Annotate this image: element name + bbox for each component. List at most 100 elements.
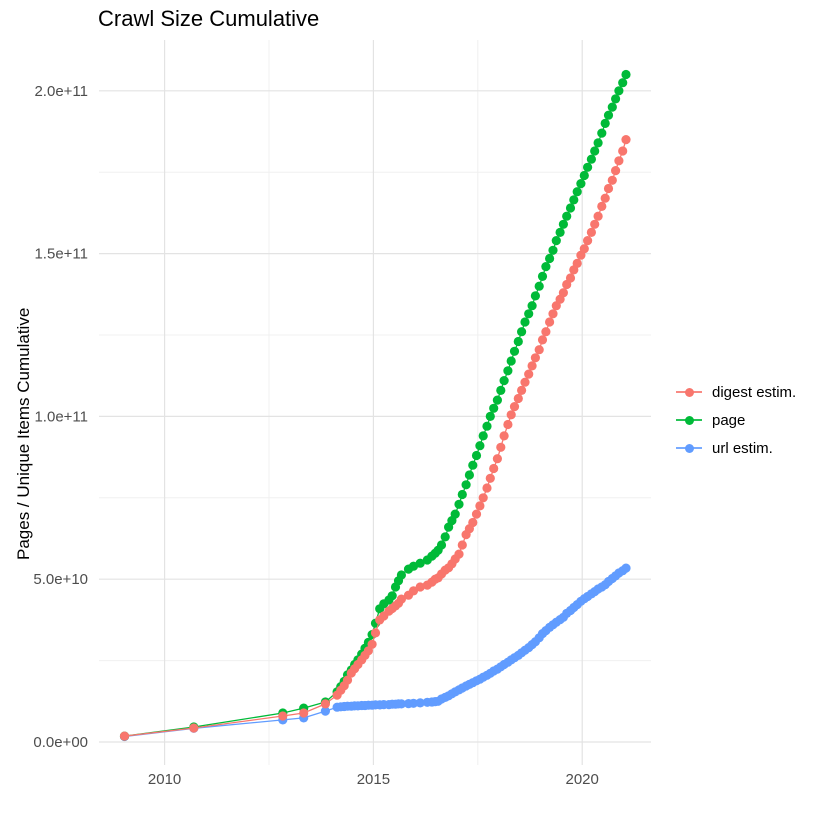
data-point	[370, 628, 381, 638]
data-point	[450, 509, 460, 519]
data-point	[537, 335, 548, 345]
data-point	[436, 540, 447, 550]
legend: digest estim. page url estim.	[676, 378, 796, 462]
data-point	[482, 421, 492, 431]
legend-item-digest-estim: digest estim.	[676, 378, 796, 406]
series-digest-estim	[119, 135, 631, 741]
data-point	[586, 227, 597, 237]
legend-label: url estim.	[712, 439, 773, 457]
data-point	[457, 489, 467, 500]
data-point	[464, 470, 474, 480]
data-point	[603, 110, 614, 120]
legend-key-dot	[685, 444, 694, 453]
data-point	[396, 570, 406, 580]
data-point	[387, 591, 397, 601]
data-point	[548, 245, 558, 255]
data-point	[468, 517, 478, 528]
chart-title: Crawl Size Cumulative	[98, 6, 320, 31]
data-point	[492, 454, 502, 464]
data-point	[593, 138, 603, 148]
data-point	[524, 369, 534, 379]
data-point	[454, 499, 464, 509]
legend-key-icon	[676, 413, 702, 427]
data-point	[586, 154, 597, 164]
legend-label: page	[712, 411, 746, 429]
data-point	[579, 170, 589, 181]
data-point	[579, 244, 589, 254]
data-point	[489, 463, 499, 474]
data-point	[440, 532, 450, 542]
data-point	[415, 558, 425, 568]
data-point	[576, 179, 586, 189]
data-point	[530, 353, 541, 363]
y-tick-label: 1.0e+11	[34, 408, 88, 425]
data-point	[496, 442, 506, 452]
legend-key-icon	[676, 385, 702, 399]
data-point	[513, 336, 523, 347]
data-point	[408, 586, 419, 596]
data-point	[558, 288, 569, 298]
data-point	[517, 385, 527, 395]
data-point	[524, 309, 534, 319]
data-point	[503, 419, 513, 430]
data-point	[457, 540, 467, 550]
data-point	[548, 309, 558, 319]
data-point	[597, 201, 607, 211]
data-point	[471, 509, 482, 519]
data-point	[503, 366, 513, 376]
data-point	[583, 236, 593, 246]
data-point	[468, 460, 478, 470]
data-point	[562, 211, 572, 221]
data-point	[119, 731, 130, 741]
series-line	[124, 567, 627, 738]
data-point	[517, 327, 527, 337]
series-page	[119, 69, 631, 741]
x-tick-label: 2010	[148, 771, 181, 788]
data-point	[603, 183, 614, 194]
data-point	[590, 219, 600, 229]
data-point	[485, 411, 495, 421]
data-point	[396, 594, 406, 604]
legend-item-url-estim: url estim.	[676, 434, 796, 462]
data-point	[614, 156, 624, 166]
data-point	[600, 118, 610, 128]
data-point	[593, 211, 603, 221]
data-point	[342, 675, 353, 685]
data-point	[597, 128, 607, 138]
data-point	[415, 698, 425, 708]
data-point	[607, 175, 617, 185]
data-point	[506, 356, 516, 366]
data-point	[545, 317, 555, 327]
data-point	[545, 253, 555, 264]
y-tick-label: 1.5e+11	[34, 246, 88, 263]
x-tick-label: 2020	[566, 771, 599, 788]
data-point	[551, 236, 561, 246]
series-url-estim	[119, 563, 631, 742]
axis-tick-labels: 0.0e+00 5.0e+10 1.0e+11 1.5e+11 2.0e+11 2010 2…	[33, 83, 599, 788]
data-point	[618, 78, 628, 88]
data-point	[565, 273, 576, 283]
major-gridlines	[99, 40, 651, 765]
data-point	[415, 582, 425, 592]
data-point	[565, 203, 576, 213]
data-point	[614, 86, 624, 96]
data-point	[408, 698, 419, 708]
data-point	[485, 473, 495, 483]
data-point	[534, 281, 544, 291]
data-point	[527, 301, 537, 311]
data-point	[534, 345, 544, 355]
data-point	[600, 193, 610, 203]
legend-key-dot	[685, 416, 694, 425]
data-point	[527, 361, 537, 371]
data-point	[513, 393, 523, 404]
data-point	[611, 94, 621, 104]
data-point	[492, 395, 502, 405]
data-point	[478, 493, 488, 503]
data-point	[530, 291, 541, 301]
legend-key-icon	[676, 441, 702, 455]
data-point	[509, 346, 520, 356]
data-point	[583, 162, 593, 172]
x-tick-label: 2015	[357, 771, 390, 788]
